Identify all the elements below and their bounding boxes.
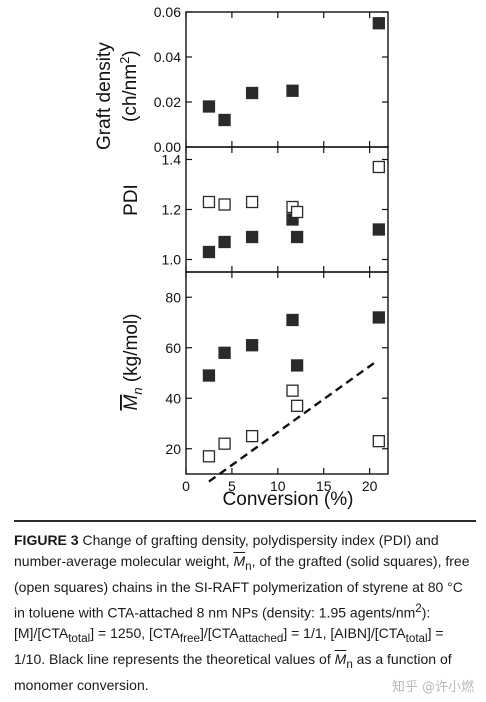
bottom-open-square-point xyxy=(245,429,259,443)
bottom-ytick-label: 80 xyxy=(165,289,181,305)
middle-open-square-point xyxy=(202,195,216,209)
bottom-ytick-label: 40 xyxy=(165,390,181,406)
middle-filled-square-point xyxy=(202,245,216,259)
xtick-label: 5 xyxy=(228,478,236,494)
axis-ticks xyxy=(185,11,388,474)
middle-open-square-point xyxy=(372,160,385,174)
top-ytick-label: 0.02 xyxy=(154,94,181,110)
top-ylabel-unit: (ch/nm2) xyxy=(117,50,141,122)
middle-ytick-label: 1.0 xyxy=(162,252,182,268)
top-filled-square-point xyxy=(286,84,299,97)
bottom-open-square-point xyxy=(286,384,299,397)
top-filled-square-point xyxy=(202,100,216,113)
xtick-label: 15 xyxy=(316,478,332,494)
middle-open-square-point xyxy=(290,205,304,219)
top-ytick-label: 0.06 xyxy=(154,4,181,20)
data-marks xyxy=(202,17,385,483)
bottom-filled-square-point xyxy=(202,369,216,382)
bottom-filled-square-point xyxy=(218,346,231,359)
top-filled-square-point xyxy=(245,86,259,100)
middle-filled-square-point xyxy=(245,230,259,244)
middle-open-square-point xyxy=(218,198,231,211)
watermark: 知乎 @许小燃 xyxy=(391,680,474,695)
top-ytick-label: 0.00 xyxy=(154,139,181,155)
middle-filled-square-point xyxy=(290,230,304,244)
middle-ylabel: PDI xyxy=(121,184,142,216)
bottom-ytick-label: 60 xyxy=(165,340,181,356)
middle-filled-square-point xyxy=(372,223,385,236)
top-ytick-label: 0.04 xyxy=(154,49,181,65)
figure-chart: 0.00 0.02 0.04 0.06 1.0 1.2 1.4 20 40 60 80 0 5 10 15 2… xyxy=(94,4,389,510)
figure-label: FIGURE 3 xyxy=(14,532,79,548)
top-panel-frame xyxy=(185,11,389,148)
bottom-ytick-label: 20 xyxy=(165,441,181,457)
bottom-open-square-point xyxy=(372,435,385,448)
top-filled-square-point xyxy=(372,17,385,30)
axis-tick-labels: 0.00 0.02 0.04 0.06 1.0 1.2 1.4 20 40 60 80 0 5 10 15 2… xyxy=(154,4,378,494)
bottom-filled-square-point xyxy=(290,359,304,372)
bottom-filled-square-point xyxy=(245,339,259,352)
xtick-label: 20 xyxy=(362,478,378,494)
bottom-filled-square-point xyxy=(372,311,385,324)
caption-block: FIGURE 3 Change of grafting density, pol… xyxy=(14,520,476,696)
xtick-label: 0 xyxy=(182,478,190,494)
bottom-ylabel: Mn (kg/mol) xyxy=(121,314,145,411)
top-filled-square-point xyxy=(218,113,231,127)
top-ylabel-main: Graft density xyxy=(94,42,115,150)
caption-divider xyxy=(14,520,476,522)
middle-filled-square-point xyxy=(218,235,231,249)
xlabel: Conversion (%) xyxy=(223,489,354,510)
panel-frames xyxy=(185,11,389,475)
bottom-open-square-point xyxy=(290,399,304,412)
bottom-open-square-point xyxy=(202,450,216,463)
middle-ytick-label: 1.2 xyxy=(162,202,182,218)
middle-open-square-point xyxy=(245,195,259,209)
middle-ytick-label: 1.4 xyxy=(162,152,182,168)
figure-caption: FIGURE 3 Change of grafting density, pol… xyxy=(14,532,470,694)
bottom-panel-frame xyxy=(185,271,389,475)
xtick-label: 10 xyxy=(270,478,286,494)
bottom-filled-square-point xyxy=(286,313,299,327)
theory-dashed-line xyxy=(208,361,375,483)
bottom-open-square-point xyxy=(218,437,231,450)
